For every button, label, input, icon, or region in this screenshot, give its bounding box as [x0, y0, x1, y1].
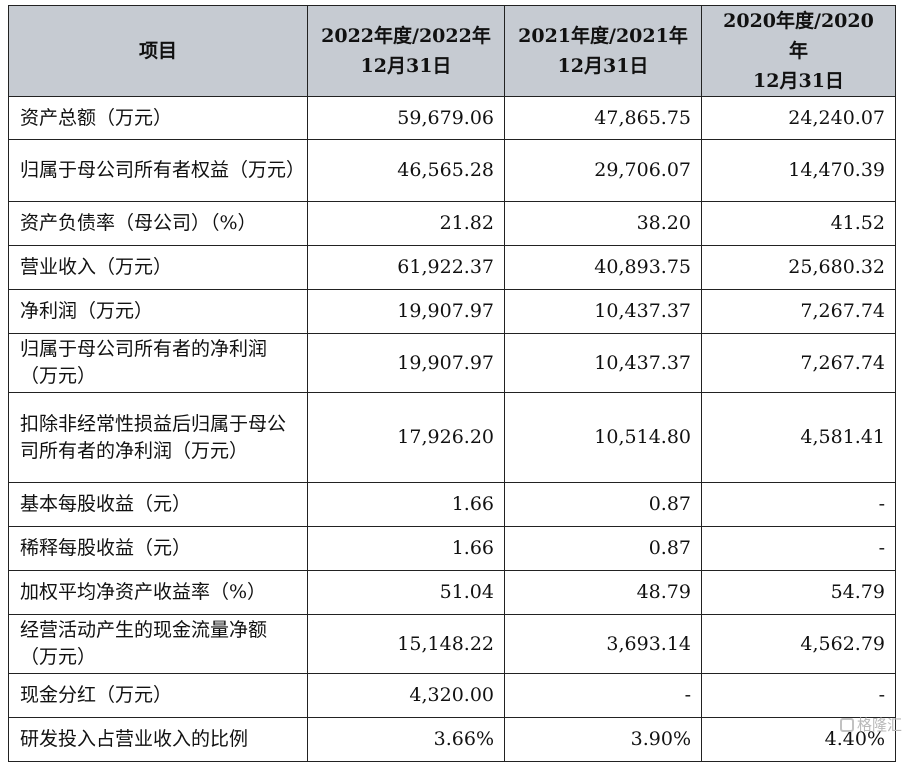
value-2020: 25,680.32: [701, 245, 896, 290]
table-header-row: 项目 2022年度/2022年 12月31日 2021年度/2021年 12月3…: [8, 5, 896, 97]
value-2020: -: [701, 482, 896, 527]
table-row: 基本每股收益（元） 1.66 0.87 -: [8, 482, 896, 527]
header-2020-line2: 12月31日: [753, 70, 844, 92]
value-2021: 10,514.80: [504, 392, 702, 483]
value-2022: 1.66: [307, 482, 505, 527]
value-2020: 4,581.41: [701, 392, 896, 483]
value-2021: 38.20: [504, 201, 702, 246]
value-2021: 47,865.75: [504, 96, 702, 140]
value-2021: 10,437.37: [504, 289, 702, 334]
value-2021: 48.79: [504, 570, 702, 615]
value-2022: 21.82: [307, 201, 505, 246]
value-2021: 3.90%: [504, 717, 702, 762]
value-2022: 17,926.20: [307, 392, 505, 483]
value-2022: 19,907.97: [307, 333, 505, 393]
value-2022: 4,320.00: [307, 673, 505, 718]
value-2020: 14,470.39: [701, 139, 896, 202]
header-2021-line2: 12月31日: [557, 55, 649, 77]
header-2020: 2020年度/2020年 12月31日: [701, 5, 896, 97]
header-2020-line1: 2020年度/2020年: [723, 10, 874, 62]
value-2022: 46,565.28: [307, 139, 505, 202]
value-2021: 10,437.37: [504, 333, 702, 393]
row-label: 营业收入（万元）: [8, 245, 308, 290]
header-2021: 2021年度/2021年 12月31日: [504, 5, 702, 97]
header-2022-line1: 2022年度/2022年: [321, 25, 491, 47]
value-2021: 3,693.14: [504, 614, 702, 674]
value-2022: 1.66: [307, 526, 505, 571]
row-label: 资产负债率（母公司）（%）: [8, 201, 308, 246]
value-2021: 29,706.07: [504, 139, 702, 202]
row-label: 加权平均净资产收益率（%）: [8, 570, 308, 615]
value-2022: 19,907.97: [307, 289, 505, 334]
row-label: 归属于母公司所有者的净利润（万元）: [8, 333, 308, 393]
value-2020: 54.79: [701, 570, 896, 615]
value-2022: 51.04: [307, 570, 505, 615]
value-2022: 61,922.37: [307, 245, 505, 290]
table-row: 资产负债率（母公司）（%） 21.82 38.20 41.52: [8, 201, 896, 246]
value-2022: 3.66%: [307, 717, 505, 762]
table-row: 现金分红（万元） 4,320.00 - -: [8, 673, 896, 718]
value-2020: -: [701, 526, 896, 571]
table-row: 扣除非经常性损益后归属于母公司所有者的净利润（万元） 17,926.20 10,…: [8, 392, 896, 483]
value-2022: 15,148.22: [307, 614, 505, 674]
value-2021: -: [504, 673, 702, 718]
table-row: 营业收入（万元） 61,922.37 40,893.75 25,680.32: [8, 245, 896, 290]
value-2021: 0.87: [504, 526, 702, 571]
value-2020: 4,562.79: [701, 614, 896, 674]
value-2020: -: [701, 673, 896, 718]
value-2020: 7,267.74: [701, 333, 896, 393]
table-row: 归属于母公司所有者权益（万元） 46,565.28 29,706.07 14,4…: [8, 139, 896, 202]
table-row: 加权平均净资产收益率（%） 51.04 48.79 54.79: [8, 570, 896, 615]
value-2020: 7,267.74: [701, 289, 896, 334]
value-2022: 59,679.06: [307, 96, 505, 140]
table-row: 归属于母公司所有者的净利润（万元） 19,907.97 10,437.37 7,…: [8, 333, 896, 393]
value-2021: 40,893.75: [504, 245, 702, 290]
value-2021: 0.87: [504, 482, 702, 527]
table-row: 经营活动产生的现金流量净额（万元） 15,148.22 3,693.14 4,5…: [8, 614, 896, 674]
table-row: 资产总额（万元） 59,679.06 47,865.75 24,240.07: [8, 96, 896, 140]
row-label: 净利润（万元）: [8, 289, 308, 334]
value-2020: 41.52: [701, 201, 896, 246]
watermark-logo-icon: [839, 717, 854, 732]
row-label: 扣除非经常性损益后归属于母公司所有者的净利润（万元）: [8, 392, 308, 483]
watermark: 格隆汇: [839, 714, 902, 735]
row-label: 经营活动产生的现金流量净额（万元）: [8, 614, 308, 674]
row-label: 稀释每股收益（元）: [8, 526, 308, 571]
table-row: 净利润（万元） 19,907.97 10,437.37 7,267.74: [8, 289, 896, 334]
header-item: 项目: [8, 5, 308, 97]
row-label: 现金分红（万元）: [8, 673, 308, 718]
value-2020: 24,240.07: [701, 96, 896, 140]
table-row: 稀释每股收益（元） 1.66 0.87 -: [8, 526, 896, 571]
row-label: 研发投入占营业收入的比例: [8, 717, 308, 762]
header-2021-line1: 2021年度/2021年: [518, 25, 688, 47]
header-2022: 2022年度/2022年 12月31日: [307, 5, 505, 97]
header-2022-line2: 12月31日: [360, 55, 452, 77]
financial-summary-table: 项目 2022年度/2022年 12月31日 2021年度/2021年 12月3…: [8, 5, 896, 762]
row-label: 资产总额（万元）: [8, 96, 308, 140]
row-label: 基本每股收益（元）: [8, 482, 308, 527]
table-row: 研发投入占营业收入的比例 3.66% 3.90% 4.40%: [8, 717, 896, 762]
watermark-text: 格隆汇: [856, 716, 902, 734]
row-label: 归属于母公司所有者权益（万元）: [8, 139, 308, 202]
